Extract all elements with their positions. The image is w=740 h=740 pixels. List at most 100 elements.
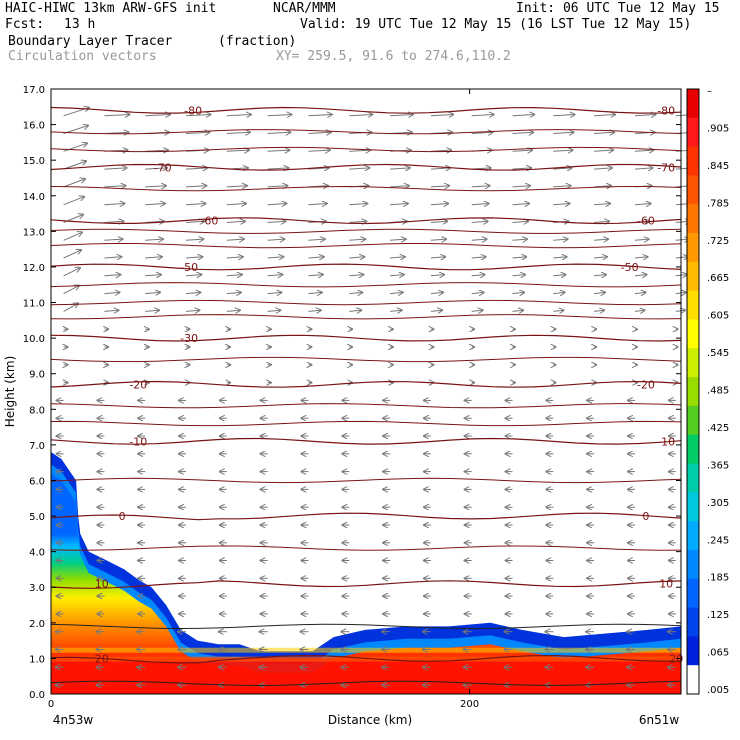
circulation-vector <box>594 257 607 258</box>
circulation-vector <box>308 310 320 311</box>
colorbar-label: .845 <box>707 161 729 172</box>
colorbar-label: .305 <box>707 498 729 509</box>
circulation-vector <box>63 250 82 259</box>
contour-label: 20 <box>95 652 109 665</box>
circulation-vector <box>594 239 608 240</box>
circulation-vector <box>104 221 123 222</box>
circulation-vector <box>390 239 406 240</box>
circulation-vector <box>512 257 527 258</box>
contour-label: 10 <box>95 578 109 591</box>
circulation-vector <box>594 186 611 187</box>
contour-line <box>50 146 682 153</box>
colorbar-label: .065 <box>707 648 729 659</box>
y-tick-label: 0.0 <box>29 690 45 701</box>
contour-line <box>50 314 682 320</box>
circulation-vector <box>471 204 489 205</box>
colorbar-swatch <box>687 233 699 263</box>
circulation-vector <box>634 275 647 276</box>
y-tick-label: 7.0 <box>29 441 45 452</box>
contour-line <box>50 623 682 630</box>
isotherm-line <box>50 334 682 342</box>
circulation-vector <box>226 239 244 240</box>
y-tick-label: 2.0 <box>29 619 45 630</box>
contour-label: -70 <box>154 161 172 174</box>
circulation-vector <box>349 257 364 258</box>
circulation-vector <box>349 115 372 116</box>
contour-line <box>50 129 682 135</box>
circulation-vector <box>104 292 119 293</box>
circulation-vector <box>145 239 163 240</box>
colorbar-swatch <box>687 175 699 205</box>
circulation-vector <box>145 150 168 151</box>
circulation-vector <box>226 204 246 205</box>
colorbar-swatch <box>687 261 699 292</box>
circulation-vector <box>390 186 409 187</box>
y-tick-label: 4.0 <box>29 548 45 559</box>
circulation-vector <box>267 168 289 169</box>
circulation-vector <box>349 292 362 293</box>
circulation-vector <box>63 161 87 170</box>
contour-line <box>50 545 682 551</box>
colorbar-label: .365 <box>707 460 729 471</box>
circulation-vector <box>430 257 445 258</box>
circulation-vector <box>471 239 487 240</box>
y-tick-label: 14.0 <box>23 192 45 203</box>
circulation-vector <box>226 132 250 133</box>
contour-line <box>50 680 682 687</box>
circulation-vector <box>390 257 405 258</box>
circulation-vector <box>390 204 408 205</box>
circulation-vector <box>594 168 612 169</box>
isotherm-line <box>50 512 682 521</box>
circulation-vector <box>185 257 202 258</box>
circulation-vector <box>430 204 448 205</box>
circulation-vector <box>349 239 365 240</box>
circulation-vector <box>512 204 530 205</box>
circulation-vector <box>390 275 404 276</box>
contour-line <box>50 282 682 288</box>
colorbar-label: .005 <box>707 685 729 696</box>
circulation-vector <box>553 115 574 116</box>
circulation-vector <box>553 310 563 311</box>
contour-line <box>50 356 682 363</box>
circulation-vector <box>308 257 323 258</box>
colorbar-swatch <box>687 549 699 580</box>
circulation-vector <box>185 115 210 116</box>
circulation-vector <box>104 115 129 116</box>
circulation-vector <box>594 204 610 205</box>
circulation-vector <box>471 221 488 222</box>
circulation-vector <box>553 292 564 293</box>
contour-label: -20 <box>637 378 655 391</box>
circulation-vector <box>594 292 605 293</box>
y-tick-label: 3.0 <box>29 583 45 594</box>
circulation-vector <box>185 168 207 169</box>
circulation-vector <box>430 221 447 222</box>
isotherm-line <box>50 163 682 171</box>
circulation-vector <box>553 186 570 187</box>
colorbar-swatch <box>687 521 699 551</box>
valid-time: Valid: 19 UTC Tue 12 May 15 (16 LST Tue … <box>300 17 692 32</box>
org-label: NCAR/MMM <box>273 1 336 16</box>
colorbar-label: .485 <box>707 386 729 397</box>
isotherm-line <box>50 217 682 225</box>
circulation-vector <box>226 186 247 187</box>
circulation-vector <box>349 275 363 276</box>
colorbar-swatch <box>687 463 699 493</box>
circulation-vector <box>226 221 245 222</box>
circulation-vector <box>267 292 282 293</box>
colorbar-swatch <box>687 290 699 320</box>
circulation-vector <box>267 150 290 151</box>
circulation-vector <box>308 275 322 276</box>
circulation-vector <box>512 115 535 116</box>
circulation-vector <box>104 239 122 240</box>
isotherm-line <box>50 263 682 271</box>
field-units: (fraction) <box>218 34 297 49</box>
circulation-vector <box>63 197 85 206</box>
circulation-vector <box>145 292 160 293</box>
tracer-field <box>51 452 681 694</box>
circulation-vector <box>104 186 125 187</box>
circulation-vector <box>553 239 567 240</box>
circulation-vector <box>390 292 403 293</box>
x-tick-label: 200 <box>460 699 479 710</box>
y-tick-label: 1.0 <box>29 654 45 665</box>
